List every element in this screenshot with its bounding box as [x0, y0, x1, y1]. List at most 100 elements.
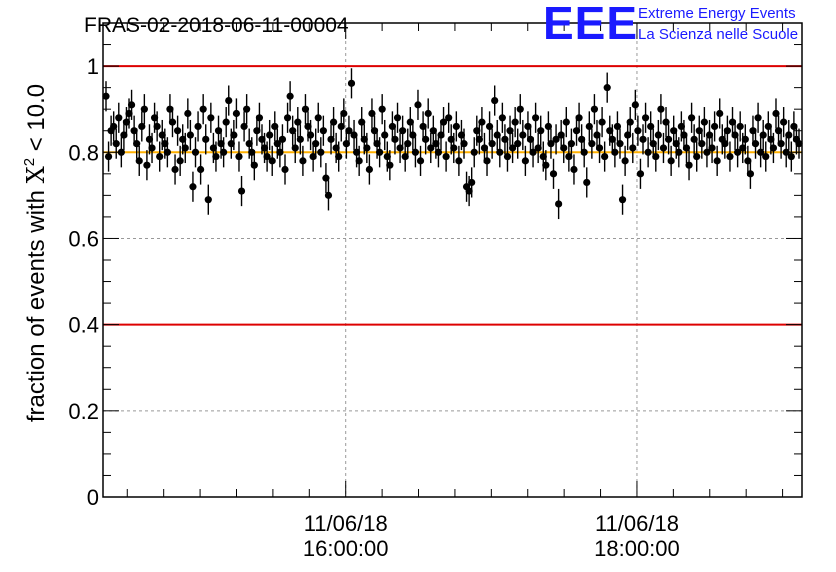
data-point: [506, 127, 514, 135]
data-point: [662, 118, 670, 126]
data-point: [473, 127, 481, 135]
data-point: [532, 114, 540, 122]
data-point: [685, 161, 693, 169]
data-point: [555, 200, 563, 208]
data-point: [263, 152, 271, 161]
data-point: [281, 165, 289, 174]
data-point: [250, 161, 258, 169]
data-point: [314, 114, 322, 122]
data-point: [583, 178, 591, 187]
data-point: [670, 127, 678, 135]
data-point: [424, 109, 432, 118]
data-point: [286, 92, 294, 100]
data-point: [278, 135, 287, 143]
data-point: [365, 165, 373, 174]
data-point: [370, 127, 379, 135]
data-point: [140, 105, 148, 113]
data-point: [176, 157, 184, 165]
data-point: [204, 196, 212, 204]
data-point: [672, 140, 680, 148]
data-point: [434, 148, 443, 156]
x-tick-label-date: 11/06/18: [304, 511, 388, 536]
data-point: [350, 131, 358, 139]
x-tick-label-date: 11/06/18: [595, 511, 679, 536]
data-point: [345, 127, 353, 135]
data-point: [659, 144, 668, 152]
data-point: [266, 131, 274, 139]
data-point: [332, 144, 340, 152]
data-point: [393, 114, 402, 122]
data-point: [212, 152, 220, 161]
data-point: [626, 118, 634, 126]
data-point: [445, 114, 453, 122]
data-point: [734, 148, 742, 156]
data-point: [150, 114, 159, 122]
y-axis-label-main: fraction of events with: [23, 183, 50, 422]
data-point: [621, 157, 629, 165]
y-axis-label-tail: < 10.0: [23, 84, 50, 158]
data-point: [774, 127, 783, 135]
data-point: [388, 122, 397, 131]
data-point: [260, 144, 269, 152]
data-point: [429, 127, 437, 135]
data-point: [647, 122, 655, 131]
y-axis-label: fraction of events with X2 < 10.0: [21, 84, 50, 422]
data-point: [381, 131, 389, 139]
data-point: [232, 109, 241, 118]
data-point: [447, 135, 455, 143]
data-point: [401, 152, 409, 161]
data-point: [324, 191, 333, 199]
data-point: [787, 152, 795, 161]
data-point: [237, 187, 246, 195]
data-point: [133, 140, 141, 148]
data-point: [542, 161, 550, 169]
data-point: [795, 140, 803, 148]
data-point: [322, 174, 330, 182]
data-point: [329, 118, 338, 126]
data-point: [376, 148, 384, 156]
data-point: [618, 196, 627, 204]
data-point: [289, 127, 297, 135]
y-tick-label: 0.4: [68, 313, 99, 338]
data-point: [503, 152, 512, 161]
data-point: [202, 135, 210, 143]
data-point: [301, 105, 310, 113]
y-tick-label: 1: [87, 54, 99, 79]
data-point: [493, 131, 501, 139]
data-point: [399, 127, 407, 135]
y-tick-label: 0.8: [68, 140, 99, 165]
data-point: [590, 105, 599, 113]
data-point: [358, 118, 366, 126]
data-point: [636, 170, 645, 178]
data-point: [335, 152, 343, 161]
x-tick-label-time: 16:00:00: [303, 536, 389, 561]
data-point: [629, 144, 637, 152]
data-point: [544, 122, 552, 131]
data-point: [785, 131, 793, 139]
data-point: [158, 131, 166, 139]
data-point: [406, 118, 414, 126]
y-tick-label: 0.6: [68, 226, 99, 251]
data-point: [353, 148, 361, 156]
data-point: [721, 140, 729, 148]
data-point: [601, 152, 609, 161]
data-point: [189, 183, 197, 191]
data-point: [764, 122, 772, 131]
data-point: [304, 122, 312, 131]
data-point: [465, 187, 473, 195]
data-point: [713, 157, 721, 165]
plot-frame: [102, 22, 803, 498]
data-point: [769, 144, 778, 152]
data-point: [731, 131, 739, 139]
data-point: [437, 131, 445, 139]
data-point: [588, 140, 596, 148]
data-point: [363, 144, 371, 152]
data-point: [741, 135, 749, 143]
data-point: [716, 109, 724, 118]
data-point: [526, 135, 535, 143]
data-point: [772, 109, 780, 118]
data-point: [777, 140, 785, 148]
data-point: [578, 135, 586, 143]
data-point: [214, 127, 223, 135]
data-point: [529, 148, 537, 156]
